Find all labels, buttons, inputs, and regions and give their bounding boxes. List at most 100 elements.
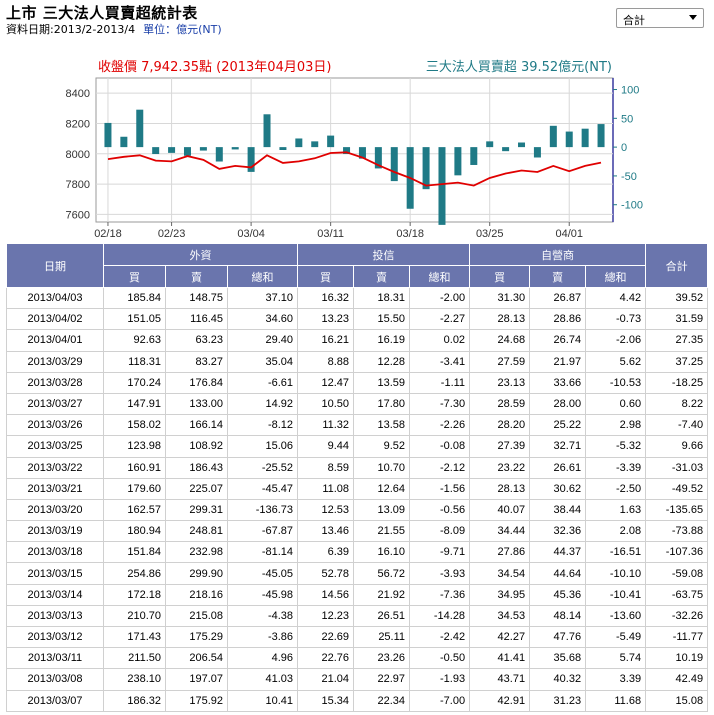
- cell-value: 15.06: [227, 435, 299, 458]
- cell-value: 210.70: [103, 605, 166, 628]
- x-tick-label: 03/04: [237, 228, 265, 240]
- table-row: 2013/03/15 254.86 299.90 -45.05 52.78 56.72 -3…: [6, 562, 709, 585]
- cell-value: 28.20: [469, 414, 531, 437]
- cell-date: 2013/03/27: [6, 393, 104, 416]
- net-bar: [549, 125, 557, 148]
- cell-value: 15.34: [297, 690, 355, 712]
- cell-value: 26.61: [529, 457, 587, 479]
- cell-date: 2013/03/21: [6, 478, 104, 500]
- cell-value: 27.86: [469, 541, 531, 564]
- right-tick-label: -50: [621, 171, 637, 183]
- cell-value: -32.26: [645, 605, 709, 628]
- net-bar: [470, 147, 478, 165]
- cell-value: 17.80: [353, 393, 411, 416]
- cell-value: 299.90: [165, 562, 228, 585]
- cell-value: 13.46: [297, 520, 355, 543]
- date-range-row: 資料日期:2013/2-2013/4 單位：億元(NT): [6, 21, 222, 37]
- cell-value: 34.95: [469, 584, 531, 606]
- cell-date: 2013/03/18: [6, 541, 104, 564]
- cell-value: 27.35: [645, 329, 709, 352]
- cell-value: 254.86: [103, 562, 166, 585]
- cell-date: 2013/03/25: [6, 435, 104, 458]
- table-row: 2013/03/18 151.84 232.98 -81.14 6.39 16.10 -9.…: [6, 541, 709, 564]
- cell-value: 11.08: [297, 478, 355, 500]
- cell-value: 31.23: [529, 690, 587, 712]
- cell-value: 30.62: [529, 478, 587, 500]
- cell-value: -5.49: [585, 626, 647, 649]
- cell-date: 2013/03/15: [6, 562, 104, 585]
- cell-value: 151.84: [103, 541, 166, 564]
- cell-value: 40.07: [469, 499, 531, 522]
- net-bar: [581, 128, 589, 148]
- cell-value: -2.06: [585, 329, 647, 352]
- cell-value: 175.29: [165, 626, 228, 649]
- cell-value: -63.75: [645, 584, 709, 606]
- net-bar: [104, 122, 112, 148]
- header-dealer: 自營商: [469, 243, 647, 266]
- header-dealer-buy: 買: [469, 265, 531, 288]
- close-price-label: 收盤價 7,942.35點 (2013年04月03日): [98, 60, 331, 75]
- cell-date: 2013/03/28: [6, 372, 104, 394]
- cell-value: 28.00: [529, 393, 587, 416]
- right-tick-label: 0: [621, 142, 627, 154]
- x-tick-label: 02/23: [158, 228, 186, 240]
- cell-value: 238.10: [103, 668, 166, 691]
- cell-value: 18.31: [353, 286, 411, 310]
- cell-value: -16.51: [585, 541, 647, 564]
- cell-value: -49.52: [645, 478, 709, 500]
- cell-value: 63.23: [165, 329, 228, 352]
- cell-value: 32.71: [529, 435, 587, 458]
- cell-value: 185.84: [103, 286, 166, 310]
- header-trust: 投信: [297, 243, 471, 266]
- cell-value: -31.03: [645, 457, 709, 479]
- cell-value: 248.81: [165, 520, 228, 543]
- cell-date: 2013/03/29: [6, 351, 104, 373]
- cell-value: 41.03: [227, 668, 299, 691]
- cell-value: -7.00: [409, 690, 471, 712]
- left-tick-label: 8200: [66, 118, 90, 130]
- net-buy-sell-chart: 收盤價 7,942.35點 (2013年04月03日) 三大法人買賣超 39.52…: [66, 59, 644, 240]
- cell-value: 35.68: [529, 647, 587, 670]
- cell-value: -11.77: [645, 626, 709, 649]
- table-row: 2013/03/21 179.60 225.07 -45.47 11.08 12.64 -1…: [6, 478, 709, 500]
- net-bar: [183, 147, 191, 156]
- net-bar: [454, 147, 462, 176]
- cell-value: 27.59: [469, 351, 531, 373]
- cell-value: 40.32: [529, 668, 587, 691]
- net-bar: [422, 147, 430, 190]
- cell-value: 179.60: [103, 478, 166, 500]
- cell-value: -9.71: [409, 541, 471, 564]
- cell-value: -1.93: [409, 668, 471, 691]
- cell-value: 148.75: [165, 286, 228, 310]
- cell-value: 108.92: [165, 435, 228, 458]
- cell-value: -10.10: [585, 562, 647, 585]
- cell-value: 9.66: [645, 435, 709, 458]
- cell-value: 5.62: [585, 351, 647, 373]
- close-price-line: [107, 151, 602, 187]
- cell-value: -4.38: [227, 605, 299, 628]
- cell-value: 42.91: [469, 690, 531, 712]
- header-total: 合計: [645, 243, 709, 288]
- total-type-select[interactable]: 合計: [616, 8, 704, 28]
- cell-value: -13.60: [585, 605, 647, 628]
- cell-value: 34.60: [227, 308, 299, 331]
- cell-value: 26.74: [529, 329, 587, 352]
- x-tick-label: 03/11: [317, 228, 344, 240]
- cell-value: -0.56: [409, 499, 471, 522]
- cell-date: 2013/04/02: [6, 308, 104, 331]
- cell-date: 2013/04/03: [6, 286, 104, 310]
- cell-value: -3.93: [409, 562, 471, 585]
- left-tick-label: 7600: [66, 209, 90, 221]
- cell-value: 41.41: [469, 647, 531, 670]
- cell-value: 10.41: [227, 690, 299, 712]
- cell-value: 31.30: [469, 286, 531, 310]
- cell-value: 44.37: [529, 541, 587, 564]
- net-bar: [231, 147, 239, 150]
- x-tick-label: 04/01: [555, 228, 583, 240]
- right-tick-label: 100: [621, 85, 639, 97]
- cell-value: 6.39: [297, 541, 355, 564]
- chevron-down-icon: [689, 15, 697, 20]
- x-tick-label: 03/25: [476, 228, 504, 240]
- cell-value: 211.50: [103, 647, 166, 670]
- header-foreign-buy: 買: [103, 265, 166, 288]
